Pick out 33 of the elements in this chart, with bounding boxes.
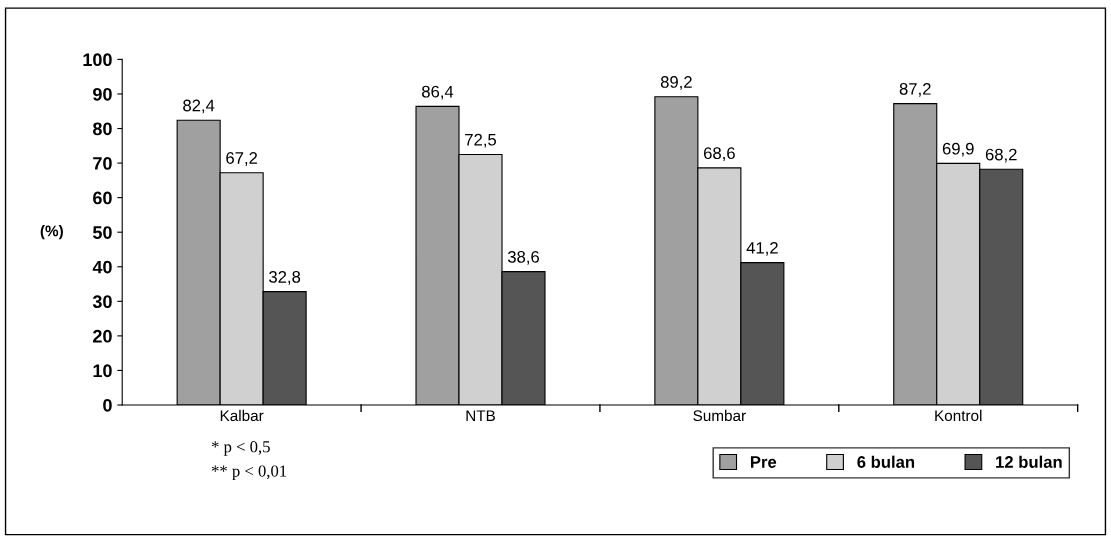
data-label: 68,6 (704, 147, 735, 162)
x-tick-label: Kontrol (935, 409, 982, 422)
data-label: 69,9 (942, 142, 974, 157)
data-label: 41,2 (746, 241, 778, 256)
legend-label: Pre (750, 456, 777, 468)
y-tick-label: 0 (103, 398, 112, 412)
y-tick-label: 30 (92, 295, 112, 309)
y-tick-label: 20 (93, 329, 112, 343)
data-label: 38,6 (507, 250, 539, 265)
y-tick-label: 80 (92, 122, 112, 136)
text: ** p < 0,01 (211, 465, 287, 481)
legend-label: 12 bulan (996, 455, 1062, 468)
y-axis-title: (%) (40, 225, 63, 240)
data-label: 67,2 (226, 152, 258, 166)
data-label: 82,4 (183, 99, 215, 114)
data-label: 72,5 (465, 133, 497, 148)
y-tick-label: 40 (92, 260, 112, 274)
x-tick-label: NTB (466, 410, 495, 421)
data-label: 32,8 (269, 270, 301, 285)
y-tick-label: 60 (93, 191, 112, 205)
data-label: 86,4 (422, 85, 454, 100)
x-tick-label: Kalbar (220, 409, 264, 422)
text: * p < 0,5 (211, 441, 270, 456)
data-label: 87,2 (899, 82, 931, 97)
y-tick-label: 50 (92, 226, 112, 239)
x-tick-label: Sumbar (693, 409, 746, 422)
y-tick-label: 70 (93, 157, 112, 170)
y-tick-label: 10 (93, 364, 112, 378)
y-tick-label: 100 (83, 53, 112, 67)
legend-label: 6 bulan (857, 455, 915, 468)
data-label: 89,2 (660, 76, 692, 90)
data-label: 68,2 (985, 148, 1017, 163)
y-tick-label: 90 (93, 87, 112, 101)
